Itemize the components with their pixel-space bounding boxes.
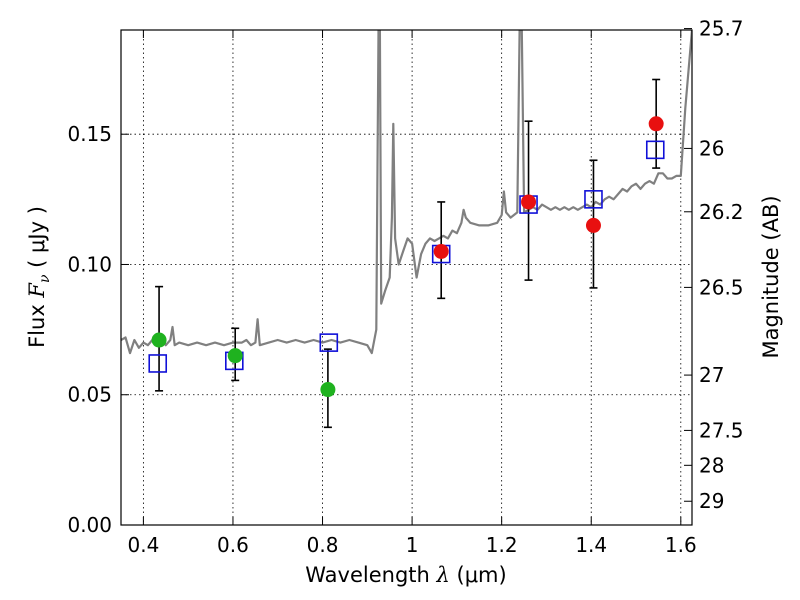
tick-labels: 0.4 0.6 0.8 1 1.2 1.4 1.6 0.00 0.05 0.10 0.15 25.7 2… [67, 17, 743, 557]
red-data-point [433, 243, 449, 259]
red-data-point [585, 217, 601, 233]
x-tick-label: 0.4 [127, 533, 159, 557]
magnitude-tick-label: 26.5 [699, 275, 744, 299]
y-tick-label: 0.10 [67, 252, 112, 276]
x-axis-title: Wavelength λ (μm) [305, 563, 506, 587]
axis-ticks [121, 28, 692, 526]
model-square [645, 140, 665, 160]
model-square [148, 354, 168, 373]
magnitude-tick-label: 28 [699, 453, 724, 477]
magnitude-tick-label: 29 [699, 489, 724, 513]
data-marks [148, 78, 665, 429]
green-data-point [151, 332, 167, 348]
y-axis-title: Flux Fν ( μJy ) [25, 206, 53, 348]
magnitude-tick-label: 26 [699, 136, 724, 160]
x-tick-label: 1.6 [665, 533, 697, 557]
model-square [319, 333, 339, 352]
x-tick-label: 1.4 [575, 533, 607, 557]
plot-background [121, 30, 692, 525]
x-tick-label: 1.2 [486, 533, 518, 557]
x-tick-label: 1 [406, 533, 419, 557]
magnitude-tick-label: 25.7 [699, 17, 744, 41]
y-tick-label: 0.05 [67, 383, 112, 407]
green-data-point [227, 348, 243, 364]
x-tick-label: 0.8 [307, 533, 339, 557]
y-tick-label: 0.00 [67, 513, 112, 537]
x-tick-label: 0.6 [217, 533, 249, 557]
plot-frame [120, 29, 693, 526]
y-tick-label: 0.15 [67, 122, 112, 146]
red-data-point [521, 194, 537, 210]
red-data-point [648, 116, 664, 132]
magnitude-axis-title: Magnitude (AB) [759, 195, 783, 358]
magnitude-tick-label: 27 [699, 363, 724, 387]
magnitude-tick-label: 26.2 [699, 200, 744, 224]
grid-lines [121, 30, 692, 525]
model-square [584, 190, 603, 209]
magnitude-tick-label: 27.5 [699, 418, 744, 442]
spectrum-line [121, 30, 692, 355]
green-data-point [320, 382, 336, 398]
